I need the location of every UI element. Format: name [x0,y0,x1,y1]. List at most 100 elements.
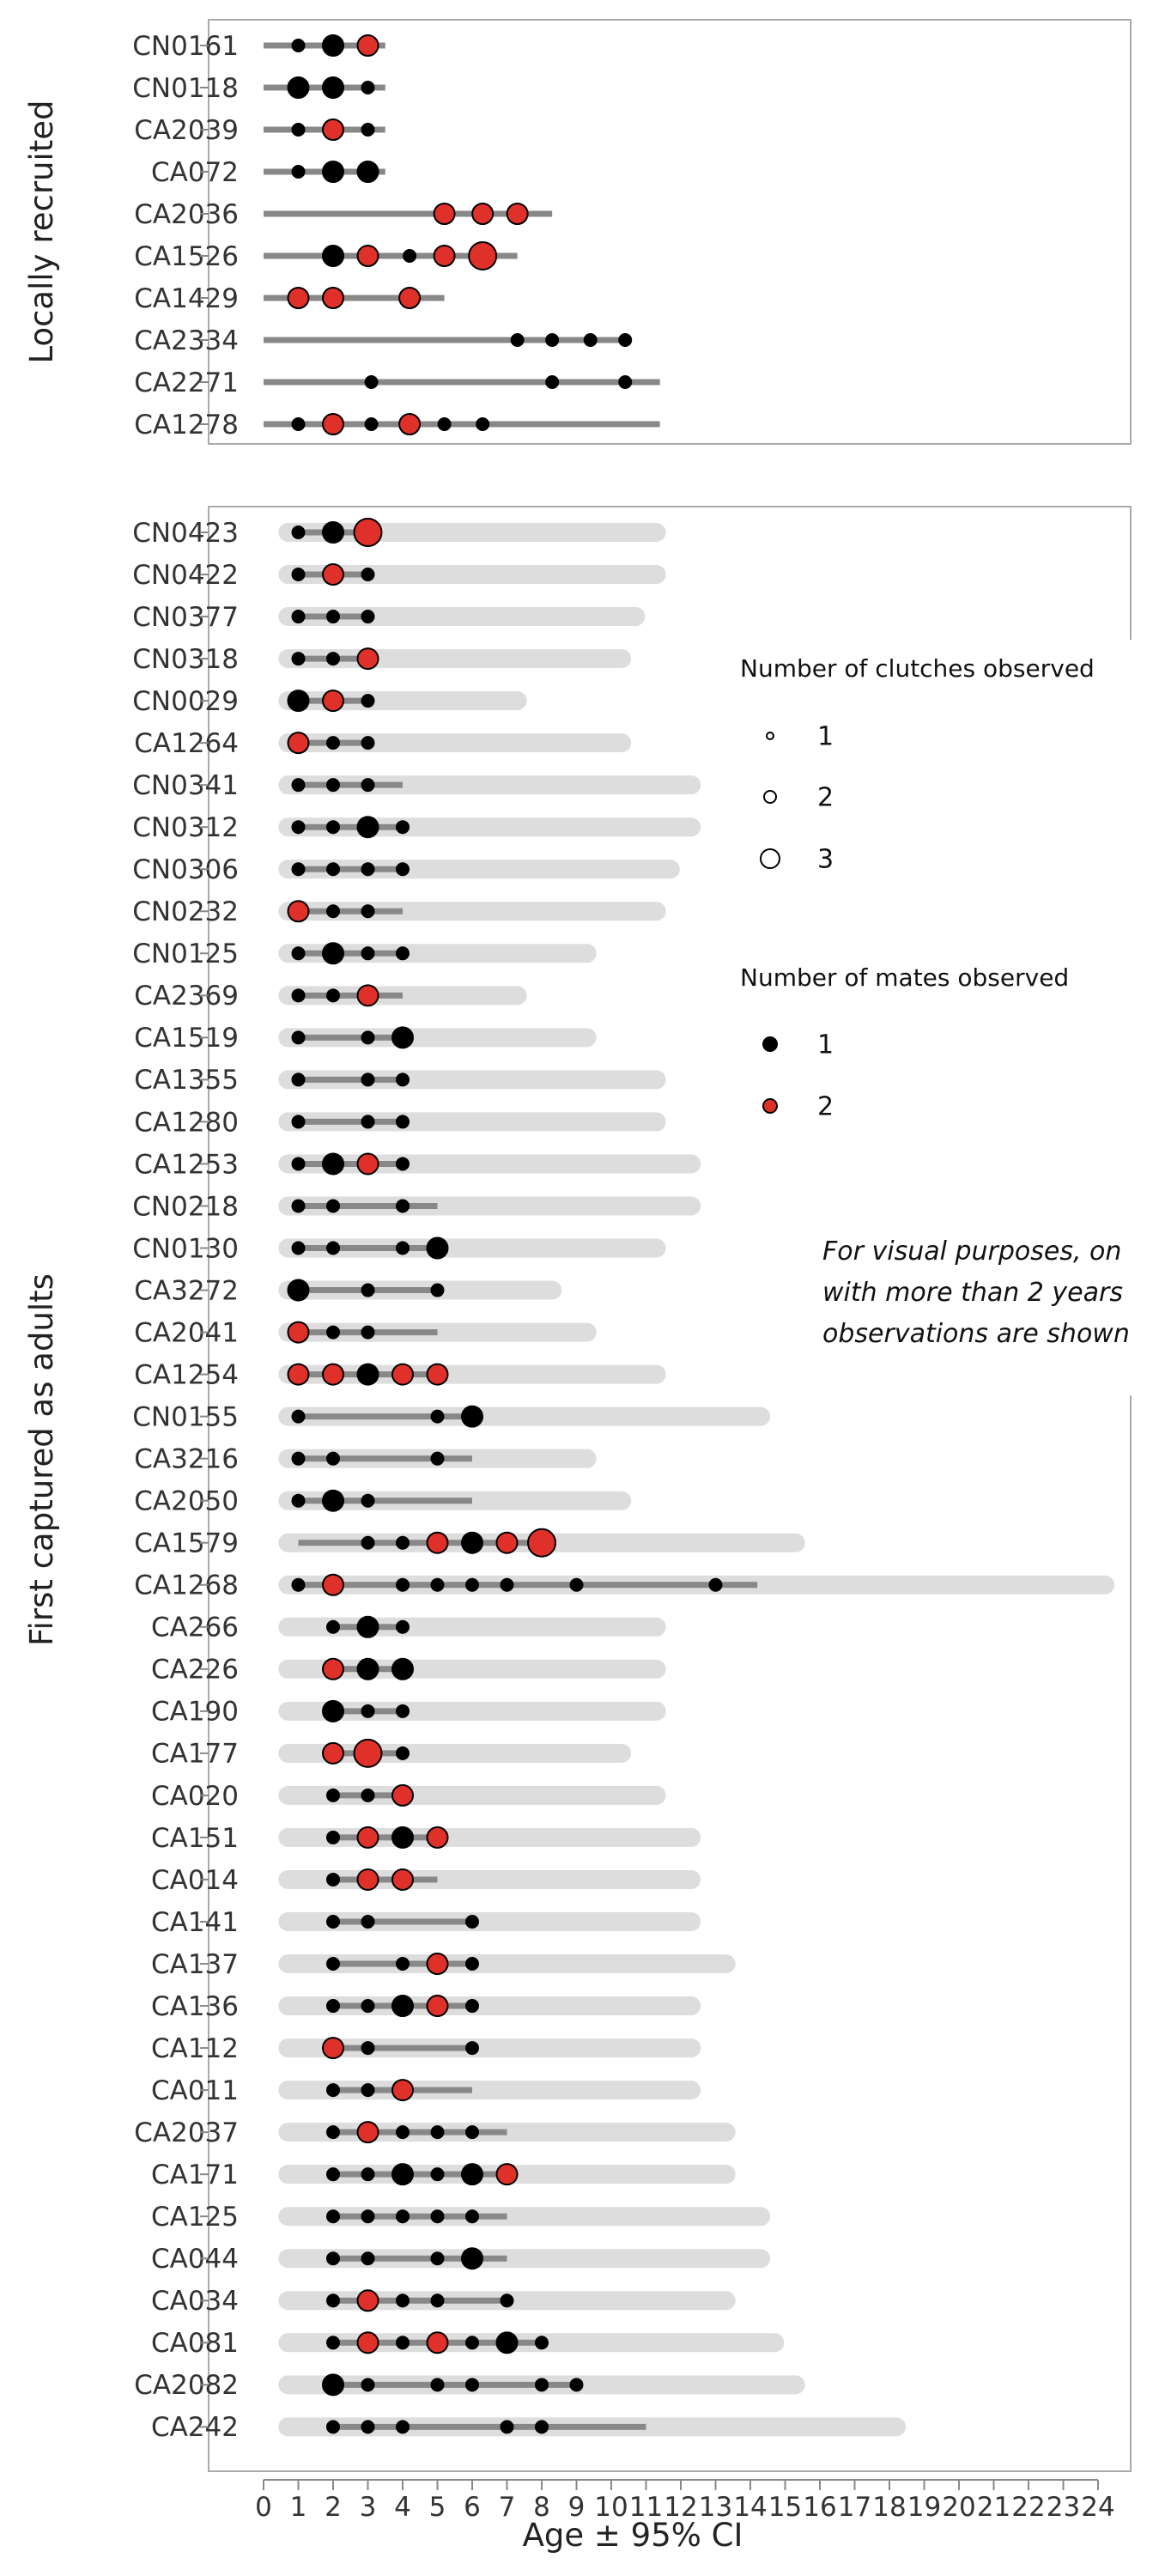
observation-point [322,76,344,99]
observation-point [291,778,306,793]
observation-point [322,245,344,267]
observation-point [391,1995,414,2018]
observation-point [326,1619,340,1634]
observation-point [291,1493,306,1508]
observation-point [322,118,344,141]
row-CA2039: CA2039 [134,115,385,146]
row-CA2041: CA2041 [134,1317,597,1348]
x-tick-label: 2 [325,2492,342,2523]
observation-point [291,1115,306,1129]
x-tick-label: 12 [664,2492,697,2523]
observation-point [361,568,375,582]
legend-clutch-label: 3 [817,845,834,875]
observation-point [326,2420,340,2434]
row-CN0422: CN0422 [132,560,666,591]
row-CA1280: CA1280 [134,1107,666,1138]
observation-point [291,417,306,431]
observation-point [291,610,306,624]
y-tick-label: CA112 [151,2033,239,2064]
observation-point [396,1115,410,1129]
x-tick-label: 20 [942,2492,975,2523]
x-tick-label: 18 [872,2492,906,2523]
observation-point [430,1577,445,1592]
observation-point [361,1072,375,1087]
y-tick-label: CA044 [151,2244,239,2275]
row-CA171: CA171 [151,2160,736,2190]
y-tick-label: CA1268 [134,1571,239,1601]
observation-point [364,375,379,389]
observation-point [326,2167,340,2182]
observation-point [356,161,379,183]
y-tick-label: CA266 [151,1613,239,1643]
row-CA034: CA034 [151,2286,736,2317]
observation-point [291,526,306,539]
observation-point [535,2336,549,2350]
observation-point [356,1363,379,1386]
observation-point [465,2378,479,2392]
y-tick-label: CA2050 [134,1486,239,1517]
observation-point [391,2079,414,2102]
observation-point [322,34,344,57]
observation-point [291,1409,306,1424]
observation-point [396,1704,410,1718]
row-CA2036: CA2036 [134,199,553,230]
row-CA136: CA136 [151,1991,701,2022]
observation-point [356,1615,379,1638]
observation-point [326,610,340,624]
row-CA072: CA072 [151,157,385,188]
row-CA190: CA190 [151,1697,666,1728]
legend-clutch-label: 2 [817,783,834,813]
x-tick-label: 23 [1047,2492,1080,2523]
row-CA1253: CA1253 [134,1149,701,1180]
y-tick-label: CA141 [151,1907,239,1938]
observation-point [433,203,456,225]
observation-point [430,2209,445,2224]
observation-point [322,1489,344,1512]
observation-point [291,1157,306,1171]
observation-point [396,1241,410,1255]
observation-point [291,1577,306,1592]
observation-point [361,1283,375,1297]
row-CA112: CA112 [151,2033,701,2064]
observation-point [535,2378,549,2392]
observation-point [430,2293,445,2308]
observation-point [361,2041,375,2056]
observation-point [430,2251,445,2266]
observation-point [545,333,560,347]
observation-point [326,2125,340,2140]
y-tick-label: CA2271 [134,368,239,398]
panel-2: First captured as adults CN0423 CN0422 CN03… [23,506,1132,2472]
y-tick-label: CN0341 [132,770,239,801]
observation-point [500,2420,514,2434]
observation-point [361,2251,375,2266]
y-tick-label: CA2039 [134,115,239,146]
observation-point [361,2209,375,2224]
observation-point [391,2163,414,2186]
observation-point [322,161,344,183]
row-CA242: CA242 [151,2412,907,2443]
y-tick-label: CA2334 [134,325,239,356]
y-tick-label: CA1519 [134,1023,239,1054]
x-tick-label: 14 [733,2492,767,2523]
observation-point [396,820,410,835]
x-tick-label: 13 [699,2492,732,2523]
observation-point [391,1826,414,1849]
legend-mates-title: Number of mates observed [740,963,1069,992]
observation-point [465,2041,479,2056]
observation-point [356,245,379,267]
observation-point [426,1826,449,1849]
observation-point [322,2037,344,2060]
row-CN0341: CN0341 [132,770,701,801]
observation-point [361,1914,375,1929]
observation-point [569,2378,584,2392]
row-CA125: CA125 [151,2202,771,2233]
observation-point [287,287,310,309]
observation-point [326,2336,340,2350]
observation-point [361,778,375,793]
y-tick-label: CA2036 [134,199,239,230]
x-tick-label: 4 [394,2492,411,2523]
observation-point [326,862,340,877]
observation-point [465,1914,479,1929]
y-tick-label: CN0029 [132,686,239,717]
observation-point [287,900,310,923]
